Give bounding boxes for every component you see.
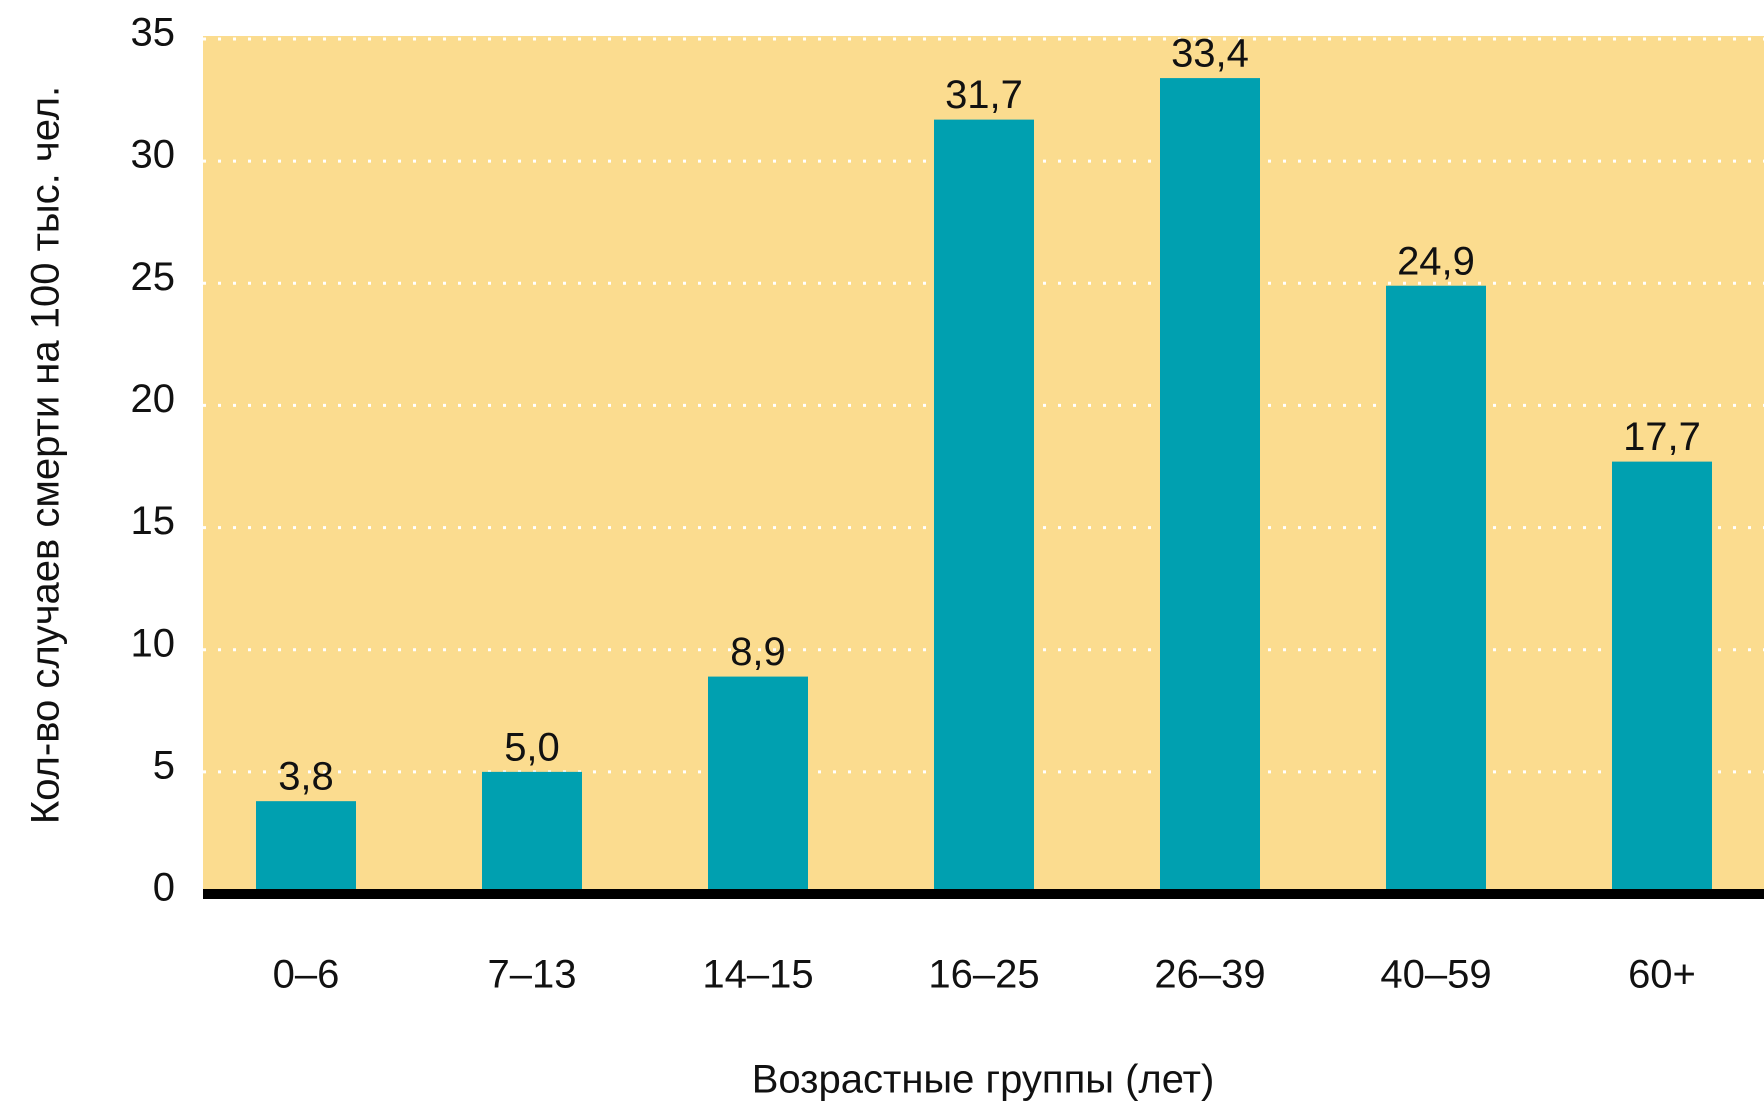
- x-tick-label: 16–25: [928, 953, 1039, 997]
- y-tick-label: 30: [131, 133, 176, 177]
- y-axis-label: Кол-во случаев смерти на 100 тыс. чел.: [24, 86, 68, 824]
- bar: [934, 119, 1034, 895]
- value-label: 31,7: [945, 73, 1023, 117]
- x-tick-label: 14–15: [702, 953, 813, 997]
- y-tick-label: 5: [153, 743, 175, 787]
- bar: [1160, 78, 1260, 895]
- value-label: 5,0: [504, 725, 560, 769]
- bar: [1612, 461, 1712, 894]
- bar: [708, 676, 808, 894]
- y-tick-label: 0: [153, 866, 175, 910]
- y-tick-label: 10: [131, 621, 176, 665]
- value-label: 17,7: [1623, 415, 1701, 459]
- x-tick-label: 26–39: [1154, 953, 1265, 997]
- x-tick-label: 40–59: [1380, 953, 1491, 997]
- value-label: 3,8: [278, 755, 334, 799]
- y-tick-label: 15: [131, 499, 176, 543]
- x-axis-label: Возрастные группы (лет): [752, 1058, 1215, 1102]
- x-tick-label: 0–6: [273, 953, 340, 997]
- value-label: 33,4: [1171, 32, 1249, 76]
- bar: [1386, 285, 1486, 894]
- bar: [482, 771, 582, 894]
- x-tick-label: 7–13: [488, 953, 577, 997]
- y-tick-label: 20: [131, 377, 176, 421]
- value-label: 8,9: [730, 630, 786, 674]
- x-tick-label: 60+: [1628, 953, 1696, 997]
- value-label: 24,9: [1397, 239, 1475, 283]
- bar: [256, 801, 356, 894]
- y-tick-label: 25: [131, 255, 176, 299]
- y-tick-label: 35: [131, 11, 176, 55]
